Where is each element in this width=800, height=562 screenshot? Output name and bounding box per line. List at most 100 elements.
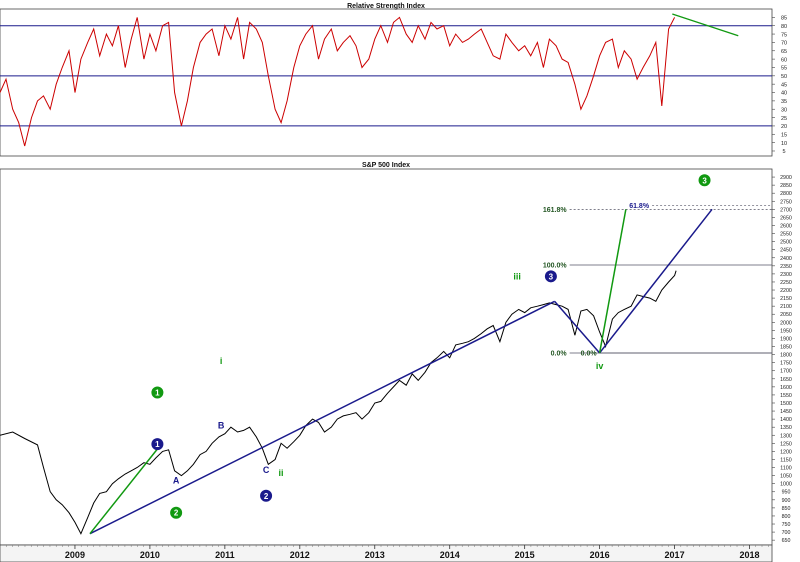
price-tick-label: 1200 — [780, 449, 792, 455]
price-tick-label: 2650 — [780, 215, 792, 221]
blue-wave-line — [554, 300, 601, 354]
price-tick-label: 2500 — [780, 240, 792, 246]
price-tick-label: 1400 — [780, 417, 792, 423]
fib-level-label: 0.0% — [581, 350, 598, 357]
rsi-tick-label: 25 — [781, 116, 787, 122]
wave-circle-marker — [151, 438, 164, 451]
x-tick-label: 2010 — [140, 550, 160, 560]
rsi-tick-label: 35 — [781, 99, 787, 105]
price-tick-label: 2900 — [780, 175, 792, 181]
rsi-title: Relative Strength Index — [347, 3, 425, 10]
price-tick-label: 1750 — [780, 361, 792, 367]
rsi-tick-label: 15 — [781, 132, 787, 138]
price-tick-label: 1600 — [780, 385, 792, 391]
rsi-reference-lines — [0, 25, 772, 127]
wave-circle-label: 1 — [155, 440, 160, 449]
rsi-tick-label: 70 — [781, 41, 787, 47]
blue-wave-line — [599, 208, 713, 354]
wave-circle-label: 3 — [702, 176, 707, 185]
x-tick-label: 2012 — [290, 550, 310, 560]
price-tick-label: 2150 — [780, 296, 792, 302]
price-tick-label: 2200 — [780, 288, 792, 294]
price-tick-label: 950 — [782, 490, 791, 496]
x-axis-bar — [0, 544, 773, 562]
price-tick-label: 1700 — [780, 369, 792, 375]
price-tick-label: 1100 — [780, 466, 791, 472]
price-tick-label: 2450 — [780, 248, 792, 254]
wave-circle-marker — [698, 174, 711, 187]
wave-label: C — [263, 465, 270, 475]
rsi-tick-label: 45 — [781, 82, 787, 88]
x-tick-label: 2015 — [515, 550, 535, 560]
price-tick-label: 2700 — [780, 207, 792, 213]
price-tick-label: 900 — [782, 498, 791, 504]
price-tick-label: 2100 — [780, 304, 792, 310]
price-tick-label: 2850 — [780, 183, 792, 189]
rsi-y-axis: 5 10 15 20 25 30 35 40 45 50 55 60 65 70 75 80 85 — [772, 16, 787, 155]
wave-label: B — [218, 421, 225, 431]
price-tick-label: 1050 — [780, 474, 792, 480]
price-tick-label: 1150 — [780, 457, 791, 463]
rsi-tick-label: 10 — [781, 141, 787, 147]
green-wave-line — [598, 209, 627, 354]
price-y-axis: 650 700 750 800 850 900 950 1000 1050 1100 1150 120… — [772, 175, 792, 544]
price-tick-label: 1550 — [780, 393, 792, 399]
rsi-tick-label: 30 — [781, 107, 787, 113]
wave-circle-marker — [170, 506, 183, 519]
price-tick-label: 1650 — [780, 377, 792, 383]
price-tick-label: 1900 — [780, 336, 792, 342]
price-tick-label: 2750 — [780, 199, 792, 205]
wave-circle-marker — [260, 489, 273, 502]
fib-level-label: 161.8% — [543, 207, 568, 214]
price-tick-label: 1250 — [780, 441, 792, 447]
price-tick-label: 700 — [782, 530, 791, 536]
price-tick-label: 2000 — [780, 320, 792, 326]
rsi-frame — [0, 8, 773, 157]
price-series-line — [0, 270, 677, 535]
x-tick-label: 2011 — [215, 550, 235, 560]
rsi-tick-label: 60 — [781, 57, 787, 63]
price-tick-label: 800 — [782, 514, 791, 520]
price-title: S&P 500 Index — [362, 162, 410, 169]
wave-label: ii — [279, 468, 284, 478]
rsi-panel: Relative Strength Index 5 10 15 20 25 30 35 40 4… — [0, 3, 787, 157]
fib-level-label: 0.0% — [551, 350, 568, 357]
wave-circle-label: 2 — [174, 509, 179, 518]
x-tick-label: 2014 — [440, 550, 460, 560]
x-tick-label: 2016 — [590, 550, 610, 560]
fib-level-label: 61.8% — [629, 203, 650, 210]
price-tick-label: 2800 — [780, 191, 792, 197]
price-tick-label: 1300 — [780, 433, 792, 439]
price-tick-label: 2300 — [780, 272, 792, 278]
rsi-tick-label: 65 — [781, 49, 787, 55]
rsi-tick-label: 80 — [781, 24, 787, 30]
price-tick-label: 2550 — [780, 232, 792, 238]
x-tick-label: 2009 — [65, 550, 85, 560]
green-wave-line — [89, 448, 158, 535]
price-panel: S&P 500 Index 650 700 750 800 850 900 950 1000 1… — [0, 162, 792, 546]
rsi-tick-label: 55 — [781, 66, 787, 72]
fibonacci-levels: 161.8% 61.8% 100.0% 0.0% 0.0% — [543, 203, 772, 357]
price-tick-label: 2250 — [780, 280, 792, 286]
rsi-tick-label: 50 — [781, 74, 787, 80]
rsi-tick-label: 40 — [781, 91, 787, 97]
rsi-tick-label: 75 — [781, 32, 787, 38]
x-tick-label: 2017 — [665, 550, 685, 560]
price-tick-label: 1500 — [780, 401, 792, 407]
price-tick-label: 2350 — [780, 264, 792, 270]
price-frame — [0, 168, 773, 546]
rsi-tick-label: 20 — [781, 124, 787, 130]
rsi-series-line — [0, 16, 676, 147]
x-tick-label: 2013 — [365, 550, 385, 560]
x-axis-ticks: 2009 2010 2011 2012 2013 2014 2015 2016 2017 2018 — [5, 545, 769, 560]
price-tick-label: 2050 — [780, 312, 792, 318]
x-axis: 2009 2010 2011 2012 2013 2014 2015 2016 2017 2018 — [0, 544, 773, 562]
price-tick-label: 1800 — [780, 353, 792, 359]
price-tick-label: 650 — [782, 538, 791, 544]
price-tick-label: 2400 — [780, 256, 792, 262]
wave-label: iv — [596, 361, 604, 371]
x-tick-label: 2018 — [739, 550, 759, 560]
wave-circle-label: 2 — [264, 492, 269, 501]
blue-wave-line — [89, 300, 555, 535]
